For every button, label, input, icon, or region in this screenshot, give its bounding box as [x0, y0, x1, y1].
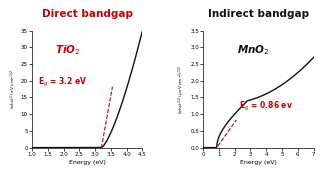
- X-axis label: Energy (eV): Energy (eV): [240, 159, 277, 165]
- Text: E$_g$ = 3.2 eV: E$_g$ = 3.2 eV: [38, 76, 88, 89]
- Text: TiO$_2$: TiO$_2$: [55, 44, 80, 57]
- X-axis label: Energy (eV): Energy (eV): [69, 159, 106, 165]
- Text: Direct bandgap: Direct bandgap: [42, 9, 133, 19]
- Text: MnO$_2$: MnO$_2$: [236, 44, 269, 57]
- Text: E$_g$ = 0.86 ev: E$_g$ = 0.86 ev: [239, 100, 293, 113]
- Y-axis label: ($\alpha$h$\nu$)$^{1/2}$ ($\mu$eV cm$^{-1}$)$^{1/2}$: ($\alpha$h$\nu$)$^{1/2}$ ($\mu$eV cm$^{-…: [177, 65, 188, 114]
- Y-axis label: ($\alpha$h$\nu$)$^2$ (eV cm$^{-1}$)$^2$: ($\alpha$h$\nu$)$^2$ (eV cm$^{-1}$)$^2$: [9, 69, 18, 109]
- Text: Indirect bandgap: Indirect bandgap: [208, 9, 309, 19]
